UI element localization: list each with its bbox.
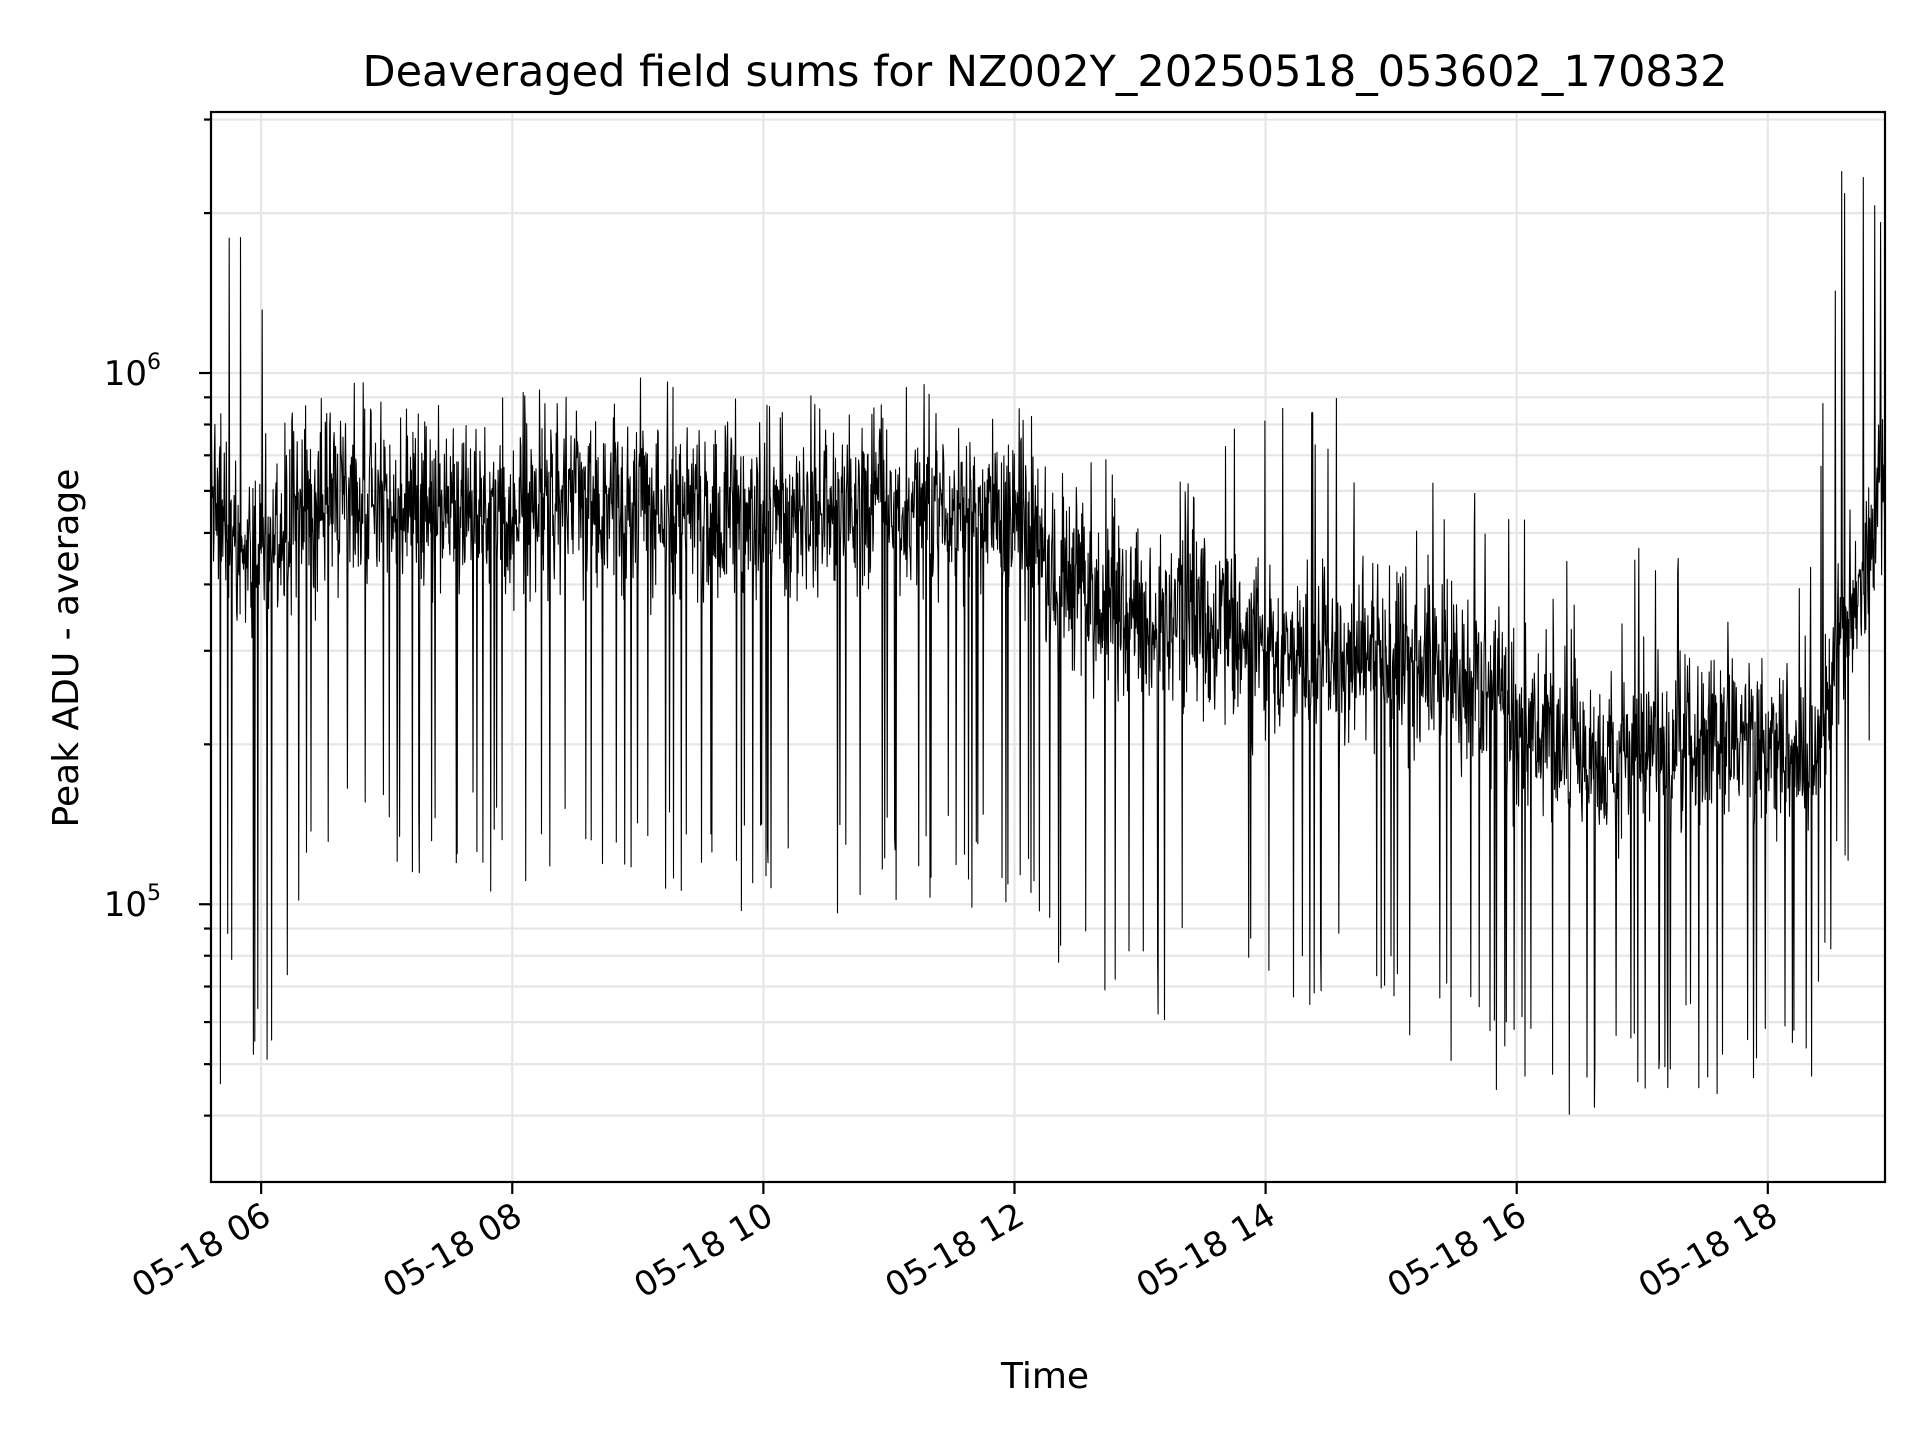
y-axis-label: Peak ADU - average [46,469,87,828]
y-tick-exponent: 5 [147,881,161,906]
y-tick-exponent: 6 [147,350,161,375]
series-line [211,170,1885,1115]
x-axis-label: Time [1000,1356,1089,1397]
series-layer [211,170,1885,1115]
plot-frame [209,110,1887,1184]
chart-title: Deaveraged field sums for NZ002Y_2025051… [362,47,1727,97]
